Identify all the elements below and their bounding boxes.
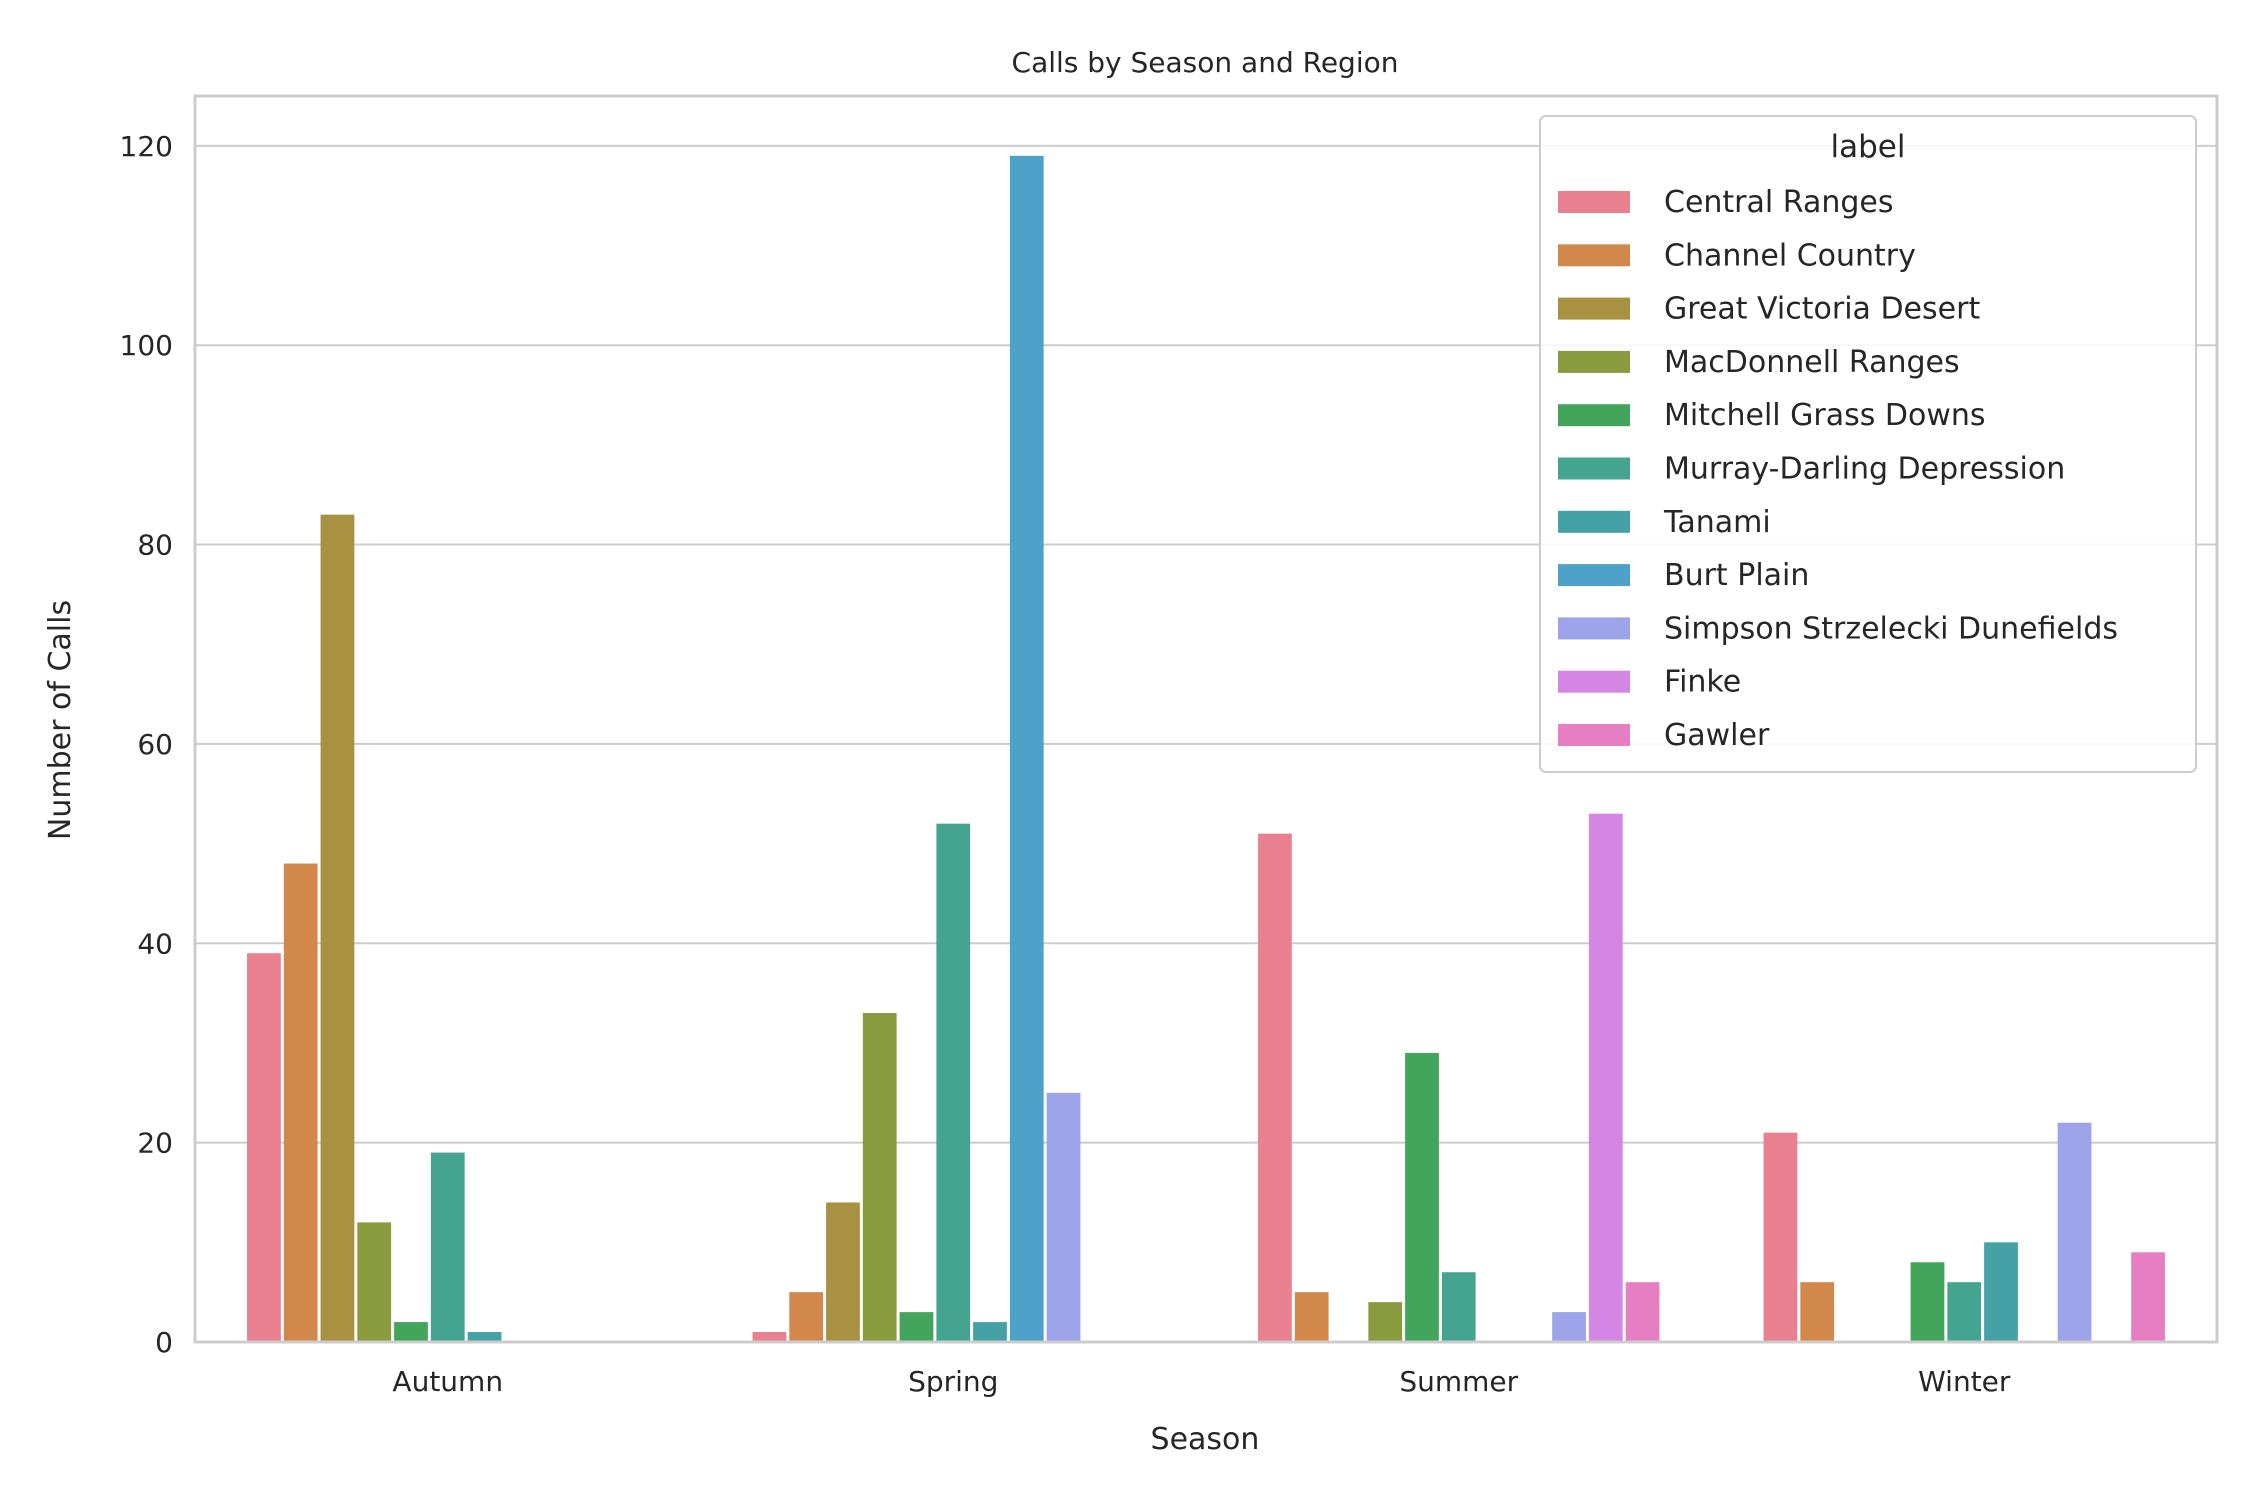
legend-swatch	[1558, 244, 1630, 267]
legend-swatch	[1558, 297, 1630, 320]
legend-entry: Simpson Strzelecki Dunefields	[1664, 611, 2118, 646]
legend-swatch	[1558, 191, 1630, 213]
bar	[789, 1292, 824, 1342]
bar	[1588, 813, 1623, 1342]
y-tick-label: 40	[137, 927, 173, 960]
x-tick-label: Spring	[908, 1365, 998, 1398]
x-tick-labels: Autumn Spring Summer Winter	[392, 1365, 2010, 1398]
bar	[1947, 1282, 1982, 1342]
bar	[1552, 1312, 1586, 1342]
x-tick-label: Autumn	[392, 1365, 503, 1398]
plot-frame	[193, 94, 2219, 1344]
chart-title: Calls by Season and Region	[1012, 46, 1399, 79]
bar	[1405, 1052, 1439, 1342]
bar	[936, 823, 971, 1342]
legend-items: Central Ranges Channel Country Great Victo…	[1558, 185, 2118, 753]
bar	[1046, 1092, 1081, 1342]
bar	[1294, 1292, 1329, 1342]
y-tick-label: 0	[155, 1326, 173, 1359]
x-tick-label: Winter	[1918, 1365, 2011, 1398]
y-tick-labels: 0 20 40 60 80 100 120	[120, 130, 173, 1359]
legend-swatch	[1558, 350, 1630, 373]
bar	[1763, 1132, 1798, 1342]
legend-entry: Finke	[1664, 665, 1741, 700]
y-tick-label: 60	[137, 728, 173, 761]
legend-entry: Central Ranges	[1664, 185, 1893, 220]
bar	[973, 1322, 1007, 1342]
legend-swatch	[1558, 564, 1630, 587]
legend-entry: Tanami	[1663, 505, 1771, 540]
bar	[1984, 1242, 2018, 1342]
bar	[1258, 833, 1292, 1342]
bar	[1009, 155, 1044, 1343]
x-axis-label: Season	[1151, 1422, 1260, 1457]
legend-title: label	[1831, 129, 1906, 165]
bar	[1800, 1282, 1835, 1342]
bar	[430, 1152, 465, 1342]
bar	[1368, 1302, 1403, 1342]
legend-swatch	[1558, 404, 1630, 427]
legend-entry: Great Victoria Desert	[1664, 292, 1980, 327]
gridlines	[195, 144, 2217, 1343]
bars	[247, 155, 2165, 1343]
y-tick-label: 80	[137, 529, 173, 562]
bar	[467, 1332, 502, 1342]
bar	[1441, 1272, 1476, 1342]
bar	[1910, 1262, 1945, 1342]
legend-box	[1539, 115, 2197, 773]
bar	[899, 1312, 934, 1342]
legend-entry: Murray-Darling Depression	[1664, 452, 2065, 487]
bar	[862, 1013, 897, 1342]
legend-swatch	[1558, 510, 1630, 533]
bar	[1625, 1282, 1660, 1342]
bar	[320, 514, 355, 1342]
bar	[283, 863, 318, 1342]
y-tick-label: 120	[120, 130, 173, 163]
legend-swatch	[1558, 457, 1630, 480]
legend-swatch	[1558, 724, 1630, 746]
legend-entry: Burt Plain	[1664, 558, 1809, 593]
legend-entry: Gawler	[1664, 718, 1770, 753]
legend-entry: Channel Country	[1664, 238, 1916, 273]
legend-swatch	[1558, 617, 1630, 640]
bar	[2131, 1252, 2165, 1342]
legend-entry: MacDonnell Ranges	[1664, 345, 1960, 380]
bar	[2057, 1122, 2092, 1342]
legend-entry: Mitchell Grass Downs	[1664, 398, 1986, 433]
legend: label Central Ranges Channel Country Great…	[1539, 115, 2197, 773]
legend-swatch	[1558, 670, 1630, 693]
bar	[826, 1202, 860, 1342]
bar	[394, 1322, 428, 1342]
bar	[247, 953, 281, 1342]
x-tick-label: Summer	[1399, 1365, 1518, 1398]
bar	[752, 1332, 787, 1342]
bar	[357, 1222, 392, 1342]
y-tick-label: 20	[137, 1127, 173, 1160]
y-tick-label: 100	[120, 329, 173, 362]
y-axis-label: Number of Calls	[43, 600, 78, 840]
